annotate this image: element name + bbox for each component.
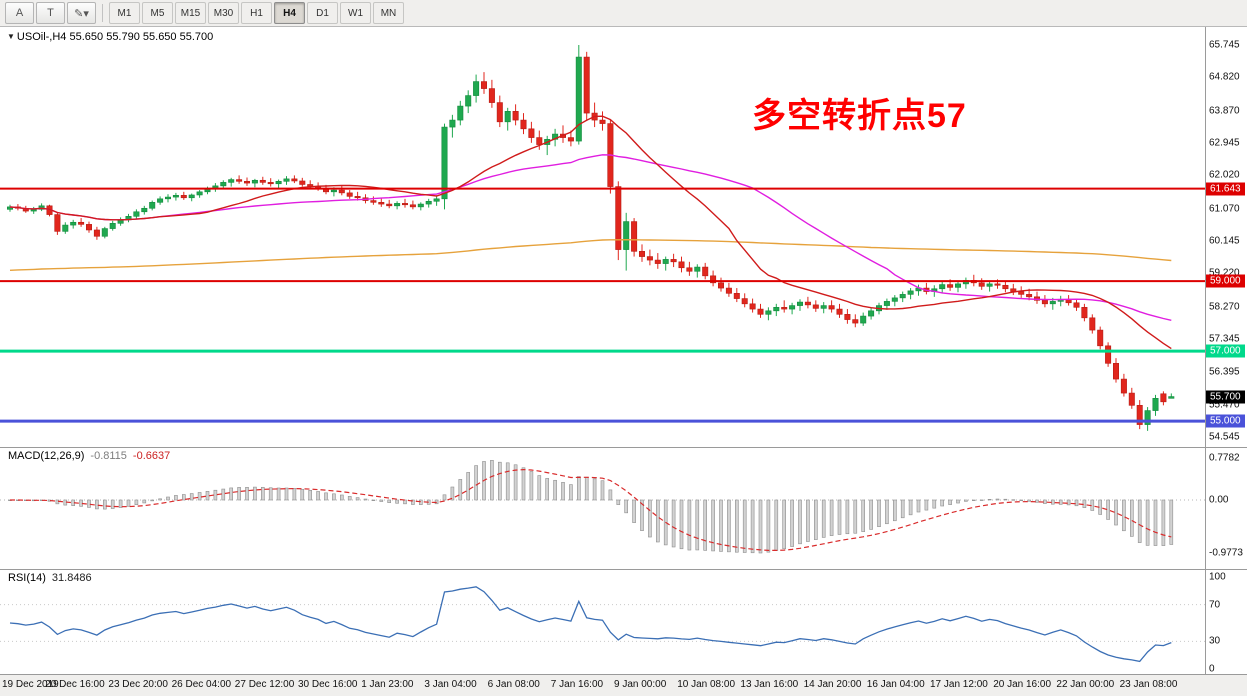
macd-scale-label: 0.00 bbox=[1209, 494, 1229, 506]
chart-annotation-text: 多空转折点57 bbox=[752, 97, 967, 135]
timeframe-button-m1[interactable]: M1 bbox=[109, 2, 140, 24]
time-axis-label: 27 Dec 12:00 bbox=[234, 679, 295, 690]
macd-value: -0.8115 bbox=[90, 450, 127, 462]
macd-signal-value: -0.6637 bbox=[132, 450, 171, 462]
macd-scale-label: 0.7782 bbox=[1209, 452, 1240, 464]
time-axis-label: 22 Jan 00:00 bbox=[1056, 679, 1115, 690]
time-axis-label: 16 Jan 04:00 bbox=[866, 679, 925, 690]
toolbar-separator bbox=[102, 4, 103, 22]
price-scale-label: 61.070 bbox=[1209, 203, 1240, 215]
rsi-scale-label: 100 bbox=[1209, 571, 1226, 583]
chart-symbol-period: USOil-,H4 bbox=[16, 31, 67, 43]
rsi-value: 31.8486 bbox=[51, 572, 92, 584]
time-axis-label: 9 Jan 00:00 bbox=[614, 679, 667, 690]
timeframe-button-mn[interactable]: MN bbox=[373, 2, 404, 24]
chart-ohlc-quote: 55.650 55.790 55.650 55.700 bbox=[69, 31, 214, 43]
time-axis-label: 3 Jan 04:00 bbox=[424, 679, 477, 690]
time-axis[interactable]: 19 Dec 2019 20 Dec 16:00 23 Dec 20:00 26 De… bbox=[0, 674, 1247, 696]
font-tool-button[interactable]: A bbox=[5, 2, 34, 24]
price-scale-label: 62.945 bbox=[1209, 137, 1240, 149]
current-price-badge: 55.700 bbox=[1206, 390, 1245, 404]
rsi-indicator-name: RSI(14) bbox=[8, 572, 46, 584]
time-axis-label: 26 Dec 04:00 bbox=[171, 679, 232, 690]
text-tool-button[interactable]: T bbox=[36, 2, 65, 24]
price-scale-label: 54.545 bbox=[1209, 431, 1240, 443]
time-axis-label: 23 Jan 08:00 bbox=[1119, 679, 1178, 690]
time-axis-label: 20 Dec 16:00 bbox=[45, 679, 105, 690]
hline-price-badge: 61.643 bbox=[1206, 182, 1245, 196]
time-axis-label: 1 Jan 23:00 bbox=[361, 679, 414, 690]
macd-panel-label: MACD(12,26,9) -0.8115 -0.6637 bbox=[8, 450, 170, 462]
drawing-tools-button[interactable]: ✎▾ bbox=[67, 2, 96, 24]
time-axis-label: 14 Jan 20:00 bbox=[803, 679, 862, 690]
symbol-dropdown-icon[interactable]: ▼ bbox=[7, 32, 15, 41]
timeframe-button-m30[interactable]: M30 bbox=[208, 2, 239, 24]
price-scale-label: 60.145 bbox=[1209, 235, 1240, 247]
hline-price-badge: 59.000 bbox=[1206, 274, 1245, 288]
price-scale-label: 65.745 bbox=[1209, 39, 1240, 51]
timeframe-button-group: M1 M5 M15 M30 H1 H4 D1 W1 MN bbox=[108, 2, 405, 24]
hline-price-badge: 55.000 bbox=[1206, 414, 1245, 428]
tool-button-group: A T ✎▾ bbox=[4, 2, 97, 24]
time-axis-label: 10 Jan 08:00 bbox=[677, 679, 736, 690]
macd-scale-label: -0.9773 bbox=[1209, 547, 1243, 559]
chart-title: ▼ USOil-,H4 55.650 55.790 55.650 55.700 bbox=[7, 31, 213, 43]
hline-price-badge: 57.000 bbox=[1206, 344, 1245, 358]
rsi-scale-label: 0 bbox=[1209, 663, 1215, 675]
price-scale-label: 63.870 bbox=[1209, 105, 1240, 117]
price-scale-label: 58.270 bbox=[1209, 301, 1240, 313]
price-scale-label: 57.345 bbox=[1209, 333, 1240, 345]
macd-indicator-name: MACD(12,26,9) bbox=[8, 450, 85, 462]
price-scale-label: 56.395 bbox=[1209, 366, 1240, 378]
timeframe-button-w1[interactable]: W1 bbox=[340, 2, 371, 24]
timeframe-button-m5[interactable]: M5 bbox=[142, 2, 173, 24]
time-axis-label: 19 Dec 2019 bbox=[2, 679, 59, 690]
rsi-panel-label: RSI(14) 31.8486 bbox=[8, 572, 92, 584]
price-scale-label: 64.820 bbox=[1209, 71, 1240, 83]
time-axis-label: 7 Jan 16:00 bbox=[550, 679, 604, 690]
time-axis-label: 23 Dec 20:00 bbox=[108, 679, 168, 690]
time-axis-label: 30 Dec 16:00 bbox=[298, 679, 358, 690]
time-axis-label: 6 Jan 08:00 bbox=[487, 679, 540, 690]
toolbar: A T ✎▾ M1 M5 M15 M30 H1 H4 D1 W1 MN bbox=[0, 0, 1247, 27]
time-axis-label: 20 Jan 16:00 bbox=[993, 679, 1052, 690]
rsi-scale-label: 30 bbox=[1209, 635, 1221, 647]
time-axis-label: 17 Jan 12:00 bbox=[930, 679, 988, 690]
timeframe-button-d1[interactable]: D1 bbox=[307, 2, 338, 24]
timeframe-button-h1[interactable]: H1 bbox=[241, 2, 272, 24]
price-scale-label: 59.220 bbox=[1209, 267, 1240, 279]
price-scale-label: 55.470 bbox=[1209, 399, 1240, 411]
timeframe-button-h4[interactable]: H4 bbox=[274, 2, 305, 24]
rsi-scale-label: 70 bbox=[1209, 599, 1221, 611]
timeframe-button-m15[interactable]: M15 bbox=[175, 2, 206, 24]
price-scale-label: 62.020 bbox=[1209, 169, 1240, 181]
time-axis-label: 13 Jan 16:00 bbox=[740, 679, 799, 690]
